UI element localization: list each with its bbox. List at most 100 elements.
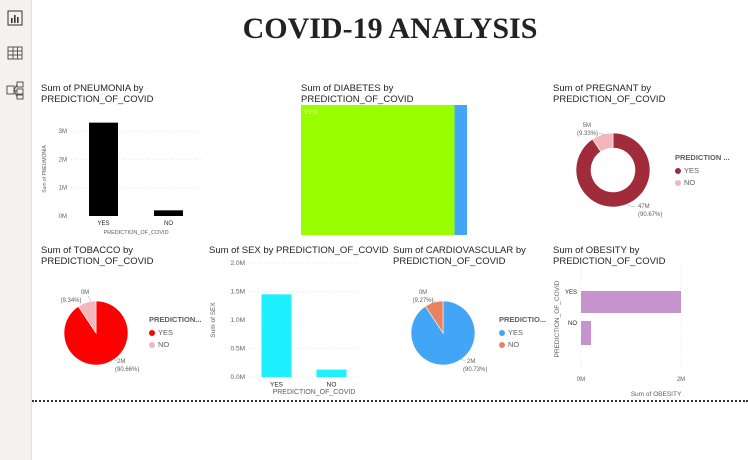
sex-title: Sum of SEX by PREDICTION_OF_COVID xyxy=(209,245,389,256)
diabetes-chart: YES xyxy=(301,105,467,235)
pregnant-slice-yes[interactable] xyxy=(575,132,651,208)
sex-chart: Sum of SEX PREDICTION_OF_COVID 0.0M 0.5M 1… xyxy=(210,260,359,396)
cardio-leader-line xyxy=(430,298,438,304)
cardio-legend-yes[interactable]: YES xyxy=(499,328,546,337)
cardio-title-line2: PREDICTION_OF_COVID xyxy=(393,256,506,267)
tobacco-legend-no[interactable]: NO xyxy=(149,340,202,349)
sex-xtick-no: NO xyxy=(327,382,337,389)
diabetes-tile-no[interactable] xyxy=(454,105,467,235)
pneumonia-xtick-no: NO xyxy=(164,221,173,227)
sex-visual[interactable]: Sum of SEX by PREDICTION_OF_COVID Sum of… xyxy=(209,245,389,396)
cardio-visual[interactable]: Sum of CARDIOVASCULAR by PREDICTION_OF_C… xyxy=(393,245,553,395)
cardio-chart: 0M (9.27%) 2M (90.73%) xyxy=(410,290,487,373)
cardio-slice-no[interactable] xyxy=(424,300,444,335)
pneumonia-ytick-label: 0M xyxy=(59,214,67,220)
data-view-button[interactable] xyxy=(5,43,25,63)
pneumonia-xtick-yes: YES xyxy=(97,221,109,227)
pregnant-chart: 5M (9.33%) 47M (90.67%) xyxy=(575,123,662,218)
pneumonia-title: Sum of PNEUMONIA by PREDICTION_OF_COVID xyxy=(41,83,153,105)
pneumonia-title-line2: PREDICTION_OF_COVID xyxy=(41,94,154,105)
tobacco-label-no-value: 0M xyxy=(81,290,89,296)
nav-rail xyxy=(0,0,32,460)
page-title: COVID-19 ANALYSIS xyxy=(242,12,538,45)
tobacco-legend-yes[interactable]: YES xyxy=(149,328,202,337)
obesity-xtick-label: 0M xyxy=(577,377,585,383)
legend-dot-icon xyxy=(675,179,681,186)
pregnant-visual[interactable]: Sum of PREGNANT by PREDICTION_OF_COVID 5… xyxy=(553,83,743,238)
pregnant-slice-no[interactable] xyxy=(592,132,614,153)
obesity-xtick-label: 2M xyxy=(677,377,685,383)
sex-bar-no[interactable] xyxy=(316,369,347,377)
pneumonia-bar-no[interactable] xyxy=(154,210,183,216)
diabetes-tile-yes[interactable] xyxy=(301,105,455,235)
pregnant-title-line1: Sum of PREGNANT by xyxy=(553,83,652,94)
pregnant-leader-line xyxy=(626,204,636,208)
legend-dot-icon xyxy=(675,167,681,174)
pregnant-label-no-pct: (9.33%) xyxy=(577,131,598,137)
tobacco-leader-line xyxy=(87,295,92,302)
cardio-title: Sum of CARDIOVASCULAR by PREDICTION_OF_C… xyxy=(393,245,526,267)
pregnant-legend-no[interactable]: NO xyxy=(675,178,730,187)
pregnant-leader-line xyxy=(598,132,606,136)
tobacco-label-no-pct: (9.34%) xyxy=(60,298,81,304)
sex-y-axis-title: Sum of SEX xyxy=(210,302,217,338)
obesity-ytick-no: NO xyxy=(568,321,577,327)
canvas-divider xyxy=(32,400,748,402)
obesity-visual[interactable]: Sum of OBESITY by PREDICTION_OF_COVID PR… xyxy=(553,245,743,398)
report-view-button[interactable] xyxy=(5,8,25,28)
diabetes-visual[interactable]: Sum of DIABETES by PREDICTION_OF_COVID Y… xyxy=(301,83,471,238)
cardio-legend-title: PREDICTIO... xyxy=(499,315,547,324)
obesity-y-axis-title: PREDICTION_OF_COVID xyxy=(554,280,561,357)
pregnant-label-yes-pct: (90.67%) xyxy=(638,212,662,218)
pneumonia-bar-yes[interactable] xyxy=(89,122,118,216)
pneumonia-x-axis-title: PREDICTION_OF_COVID xyxy=(103,230,168,236)
cardio-label-no-pct: (9.27%) xyxy=(412,298,433,304)
obesity-x-axis-title: Sum of OBESITY xyxy=(631,391,682,398)
tobacco-title: Sum of TOBACCO by PREDICTION_OF_COVID xyxy=(41,245,153,267)
pregnant-legend-yes[interactable]: YES xyxy=(675,166,730,175)
legend-dot-icon xyxy=(499,341,505,348)
pneumonia-visual[interactable]: Sum of PNEUMONIA by PREDICTION_OF_COVID … xyxy=(41,83,211,238)
cardio-title-line1: Sum of CARDIOVASCULAR by xyxy=(393,245,526,256)
cardio-label-yes-value: 2M xyxy=(467,359,475,365)
obesity-bar-no[interactable] xyxy=(581,321,591,345)
tobacco-slice-no[interactable] xyxy=(77,300,97,334)
tobacco-legend-yes-label: YES xyxy=(158,328,174,337)
pregnant-legend-no-label: NO xyxy=(684,178,696,187)
pneumonia-ytick-label: 1M xyxy=(59,186,67,192)
pregnant-label-no-value: 5M xyxy=(583,123,591,129)
cardio-legend: PREDICTIO... YES NO xyxy=(499,315,546,352)
model-view-button[interactable] xyxy=(5,80,25,100)
tobacco-visual[interactable]: Sum of TOBACCO by PREDICTION_OF_COVID 0M… xyxy=(41,245,211,395)
tobacco-label-yes-pct: (90.66%) xyxy=(115,367,139,373)
pneumonia-chart: Sum of PNEUMONIA PREDICTION_OF_COVID 0M 1… xyxy=(42,122,201,236)
tobacco-legend-no-label: NO xyxy=(158,340,170,349)
pneumonia-y-axis-title: Sum of PNEUMONIA xyxy=(42,145,48,193)
cardio-leader-line xyxy=(460,358,466,362)
legend-dot-icon xyxy=(499,329,505,336)
obesity-title: Sum of OBESITY by PREDICTION_OF_COVID xyxy=(553,245,743,267)
cardio-slice-yes[interactable] xyxy=(410,300,476,366)
sex-ytick-label: 1.0M xyxy=(231,317,245,324)
pregnant-legend-title: PREDICTION ... xyxy=(675,153,730,162)
model-icon xyxy=(6,81,24,100)
cardio-legend-no[interactable]: NO xyxy=(499,340,546,349)
diabetes-title: Sum of DIABETES by PREDICTION_OF_COVID xyxy=(301,83,413,105)
legend-dot-icon xyxy=(149,329,155,336)
obesity-ytick-yes: YES xyxy=(565,290,577,296)
sex-ytick-label: 0.0M xyxy=(231,374,245,381)
legend-dot-icon xyxy=(149,341,155,348)
sex-bar-yes[interactable] xyxy=(261,294,292,377)
tobacco-legend: PREDICTION... YES NO xyxy=(149,315,202,352)
sex-x-axis-title: PREDICTION_OF_COVID xyxy=(273,389,356,396)
cardio-label-yes-pct: (90.73%) xyxy=(463,367,487,373)
tobacco-leader-line xyxy=(112,358,118,362)
pneumonia-ytick-label: 3M xyxy=(59,129,67,135)
pregnant-title-line2: PREDICTION_OF_COVID xyxy=(553,94,666,105)
sex-ytick-label: 0.5M xyxy=(231,346,245,353)
obesity-title-line1: Sum of OBESITY by PREDICTION_OF_COVID xyxy=(553,245,666,267)
obesity-chart: PREDICTION_OF_COVID Sum of OBESITY 0M 2M Y… xyxy=(554,264,685,398)
pregnant-legend: PREDICTION ... YES NO xyxy=(675,153,730,190)
pregnant-label-yes-value: 47M xyxy=(638,204,650,210)
obesity-bar-yes[interactable] xyxy=(581,291,681,313)
